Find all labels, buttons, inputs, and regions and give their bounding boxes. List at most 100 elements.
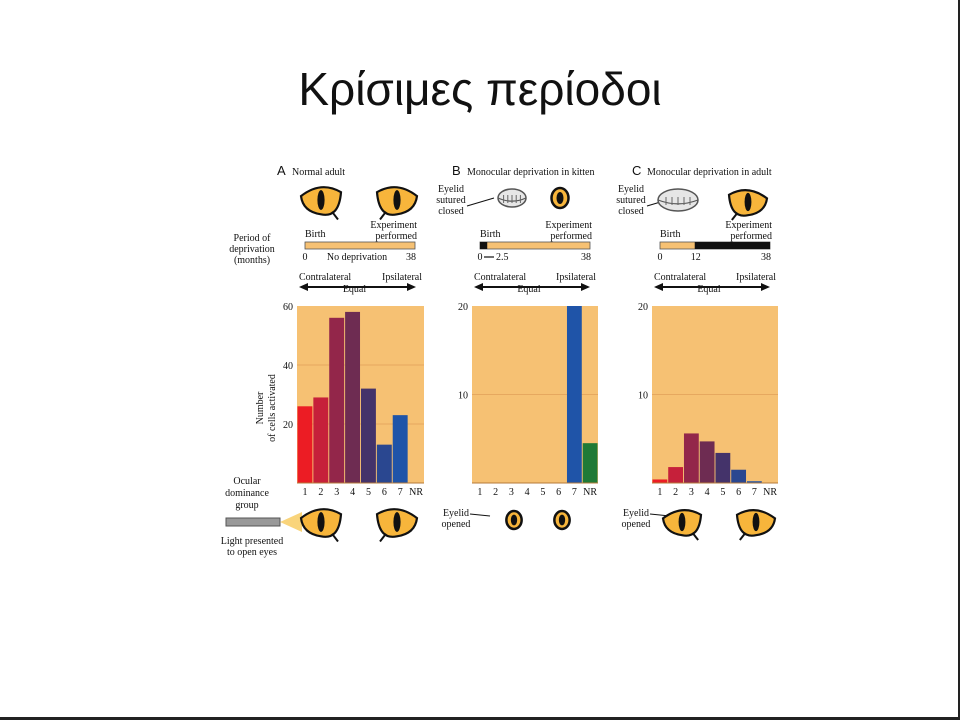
panel-b-timeline bbox=[479, 241, 591, 250]
panel-b-title: Monocular deprivation in kitten bbox=[467, 167, 594, 178]
panel-a-timeline-mid: No deprivation bbox=[327, 252, 387, 263]
panel-a-ytick-label: 60 bbox=[283, 302, 293, 313]
panel-c-timeline-closed bbox=[694, 242, 770, 249]
panel-a-right-eye-icon-pupil bbox=[393, 190, 401, 210]
panel-a-right-eye-icon bbox=[375, 186, 419, 221]
panel-a-equal-label: Equal bbox=[343, 284, 367, 295]
panel-b-bottom-left-eye-icon bbox=[505, 509, 523, 531]
panel-b-birth-label: Birth bbox=[480, 229, 501, 240]
period-label-line: Period of bbox=[234, 233, 272, 244]
panel-a-birth-label: Birth bbox=[305, 229, 326, 240]
panel-a-left-eye-icon-tail bbox=[331, 211, 339, 221]
panel-b-timeline-end: 38 bbox=[581, 252, 591, 263]
panel-c-experiment-label-line: Experiment bbox=[725, 220, 772, 231]
slide-title: Κρίσιμες περίοδοι bbox=[298, 63, 662, 115]
panel-c-xtick-label: 7 bbox=[752, 487, 757, 498]
panel-c-xtick-label: NR bbox=[763, 487, 777, 498]
panel-a-dominance-arrow-head-left bbox=[299, 283, 308, 291]
panel-c-bottom-right-eye-icon bbox=[735, 509, 777, 541]
panel-a-contralateral-label: Contralateral bbox=[299, 272, 351, 283]
panel-a-bar-6 bbox=[376, 444, 392, 483]
panel-b-dominance-arrow bbox=[474, 283, 590, 291]
panel-a-xtick-label: 5 bbox=[366, 487, 371, 498]
panel-c-ipsilateral-label: Ipsilateral bbox=[736, 272, 776, 283]
panel-a-bar-4 bbox=[345, 311, 361, 483]
panel-a-timeline-start: 0 bbox=[303, 252, 308, 263]
panel-b-eyelid-opened-line: opened bbox=[442, 519, 471, 530]
panel-c-xtick-label: 2 bbox=[673, 487, 678, 498]
panel-b-dominance-arrow-head-left bbox=[474, 283, 483, 291]
panel-c-bottom-left-eye-icon bbox=[661, 509, 703, 541]
panel-b-open-eye-icon-pupil bbox=[556, 192, 564, 204]
panel-b-bar-NR bbox=[582, 443, 598, 483]
panel-b-bar-7 bbox=[566, 306, 582, 483]
panel-c-timeline-start: 0 bbox=[658, 252, 663, 263]
panel-b-eyelid-note-line: sutured bbox=[436, 195, 465, 206]
panel-c-ytick-label: 10 bbox=[638, 391, 648, 402]
period-label-line: deprivation bbox=[229, 244, 275, 255]
panel-a-right-eye-icon-tail bbox=[379, 211, 387, 221]
panel-a-dominance-arrow-head-right bbox=[407, 283, 416, 291]
panel-b: B Monocular deprivation in kittenEyelidsu… bbox=[436, 163, 598, 530]
ocular-dominance-label-line: group bbox=[235, 500, 258, 511]
panel-a-bar-7 bbox=[392, 415, 408, 483]
y-axis-label-line: of cells activated bbox=[267, 374, 278, 442]
panel-b-eyelid-opened-line: Eyelid bbox=[443, 508, 469, 519]
panel-a-xtick-label: 2 bbox=[318, 487, 323, 498]
panel-c-bar-4 bbox=[699, 441, 715, 483]
panel-c-dominance-arrow-head-right bbox=[761, 283, 770, 291]
panel-c-equal-label: Equal bbox=[697, 284, 721, 295]
panel-a-timeline bbox=[304, 241, 416, 250]
ocular-dominance-label-line: dominance bbox=[225, 488, 269, 499]
panel-b-bottom-right-eye-icon bbox=[553, 509, 571, 531]
panel-c-xtick-label: 5 bbox=[720, 487, 725, 498]
ocular-dominance-label-line: Ocular bbox=[233, 476, 261, 487]
panel-b-xtick-label: 5 bbox=[540, 487, 545, 498]
panel-a-xtick-label: 1 bbox=[302, 487, 307, 498]
panel-b-xtick-label: 6 bbox=[556, 487, 561, 498]
panel-c-bottom-right-eye-icon-tail bbox=[739, 532, 747, 541]
panel-c-eyelid-note-line: closed bbox=[618, 206, 644, 217]
panel-c-dominance-arrow-head-left bbox=[654, 283, 663, 291]
panel-c-right-eye-icon-tail bbox=[731, 212, 739, 221]
panel-a-bottom-right-eye-icon-pupil bbox=[393, 512, 401, 532]
panel-a-bottom-left-eye-icon-pupil bbox=[317, 512, 325, 532]
panel-c-right-eye-icon bbox=[727, 189, 769, 221]
panel-b-eyelid-note-line: Eyelid bbox=[438, 184, 464, 195]
panel-c-bottom-right-eye-icon-pupil bbox=[752, 512, 760, 532]
panel-c-xtick-label: 4 bbox=[705, 487, 710, 498]
panel-c-bar-6 bbox=[731, 469, 747, 483]
panel-a-bar-2 bbox=[313, 397, 329, 483]
panel-c-bar-2 bbox=[668, 467, 684, 483]
panel-b-timeline-closed bbox=[480, 242, 488, 249]
panel-c-bar-7 bbox=[746, 481, 762, 483]
panel-a-dominance-arrow bbox=[299, 283, 416, 291]
light-label-line: to open eyes bbox=[227, 547, 277, 558]
panel-b-ytick-label: 20 bbox=[458, 302, 468, 313]
panel-b-closed-eye-icon bbox=[497, 188, 527, 208]
panel-c-right-eye-icon-pupil bbox=[744, 192, 752, 212]
panel-b-eyelid-pointer bbox=[466, 197, 495, 207]
panel-a-xtick-label: 3 bbox=[334, 487, 339, 498]
panel-c-dominance-arrow bbox=[654, 283, 770, 291]
panel-c-eyelid-opened-line: Eyelid bbox=[623, 508, 649, 519]
light-beam-icon bbox=[280, 512, 302, 532]
panel-a-bar-5 bbox=[360, 388, 376, 483]
panel-b-letter: B bbox=[452, 163, 461, 178]
panel-b-xtick-label: 7 bbox=[572, 487, 577, 498]
panel-a-left-eye-icon-pupil bbox=[317, 190, 325, 210]
panel-a-bar-3 bbox=[329, 317, 345, 483]
panel-c: C Monocular deprivation in adultEyelidsut… bbox=[616, 163, 778, 530]
panel-b-xtick-label: 3 bbox=[509, 487, 514, 498]
panel-a-xtick-label: 7 bbox=[398, 487, 403, 498]
panel-a-bottom-right-eye-icon bbox=[375, 508, 419, 543]
panel-c-bottom-left-eye-icon-tail bbox=[691, 532, 699, 541]
panel-a-bottom-left-eye-icon bbox=[299, 508, 343, 543]
panel-a-timeline-end: 38 bbox=[406, 252, 416, 263]
panel-c-xtick-label: 1 bbox=[657, 487, 662, 498]
panel-b-timeline-mid: 2.5 bbox=[496, 252, 509, 263]
panel-b-open-eye-icon bbox=[550, 186, 570, 210]
